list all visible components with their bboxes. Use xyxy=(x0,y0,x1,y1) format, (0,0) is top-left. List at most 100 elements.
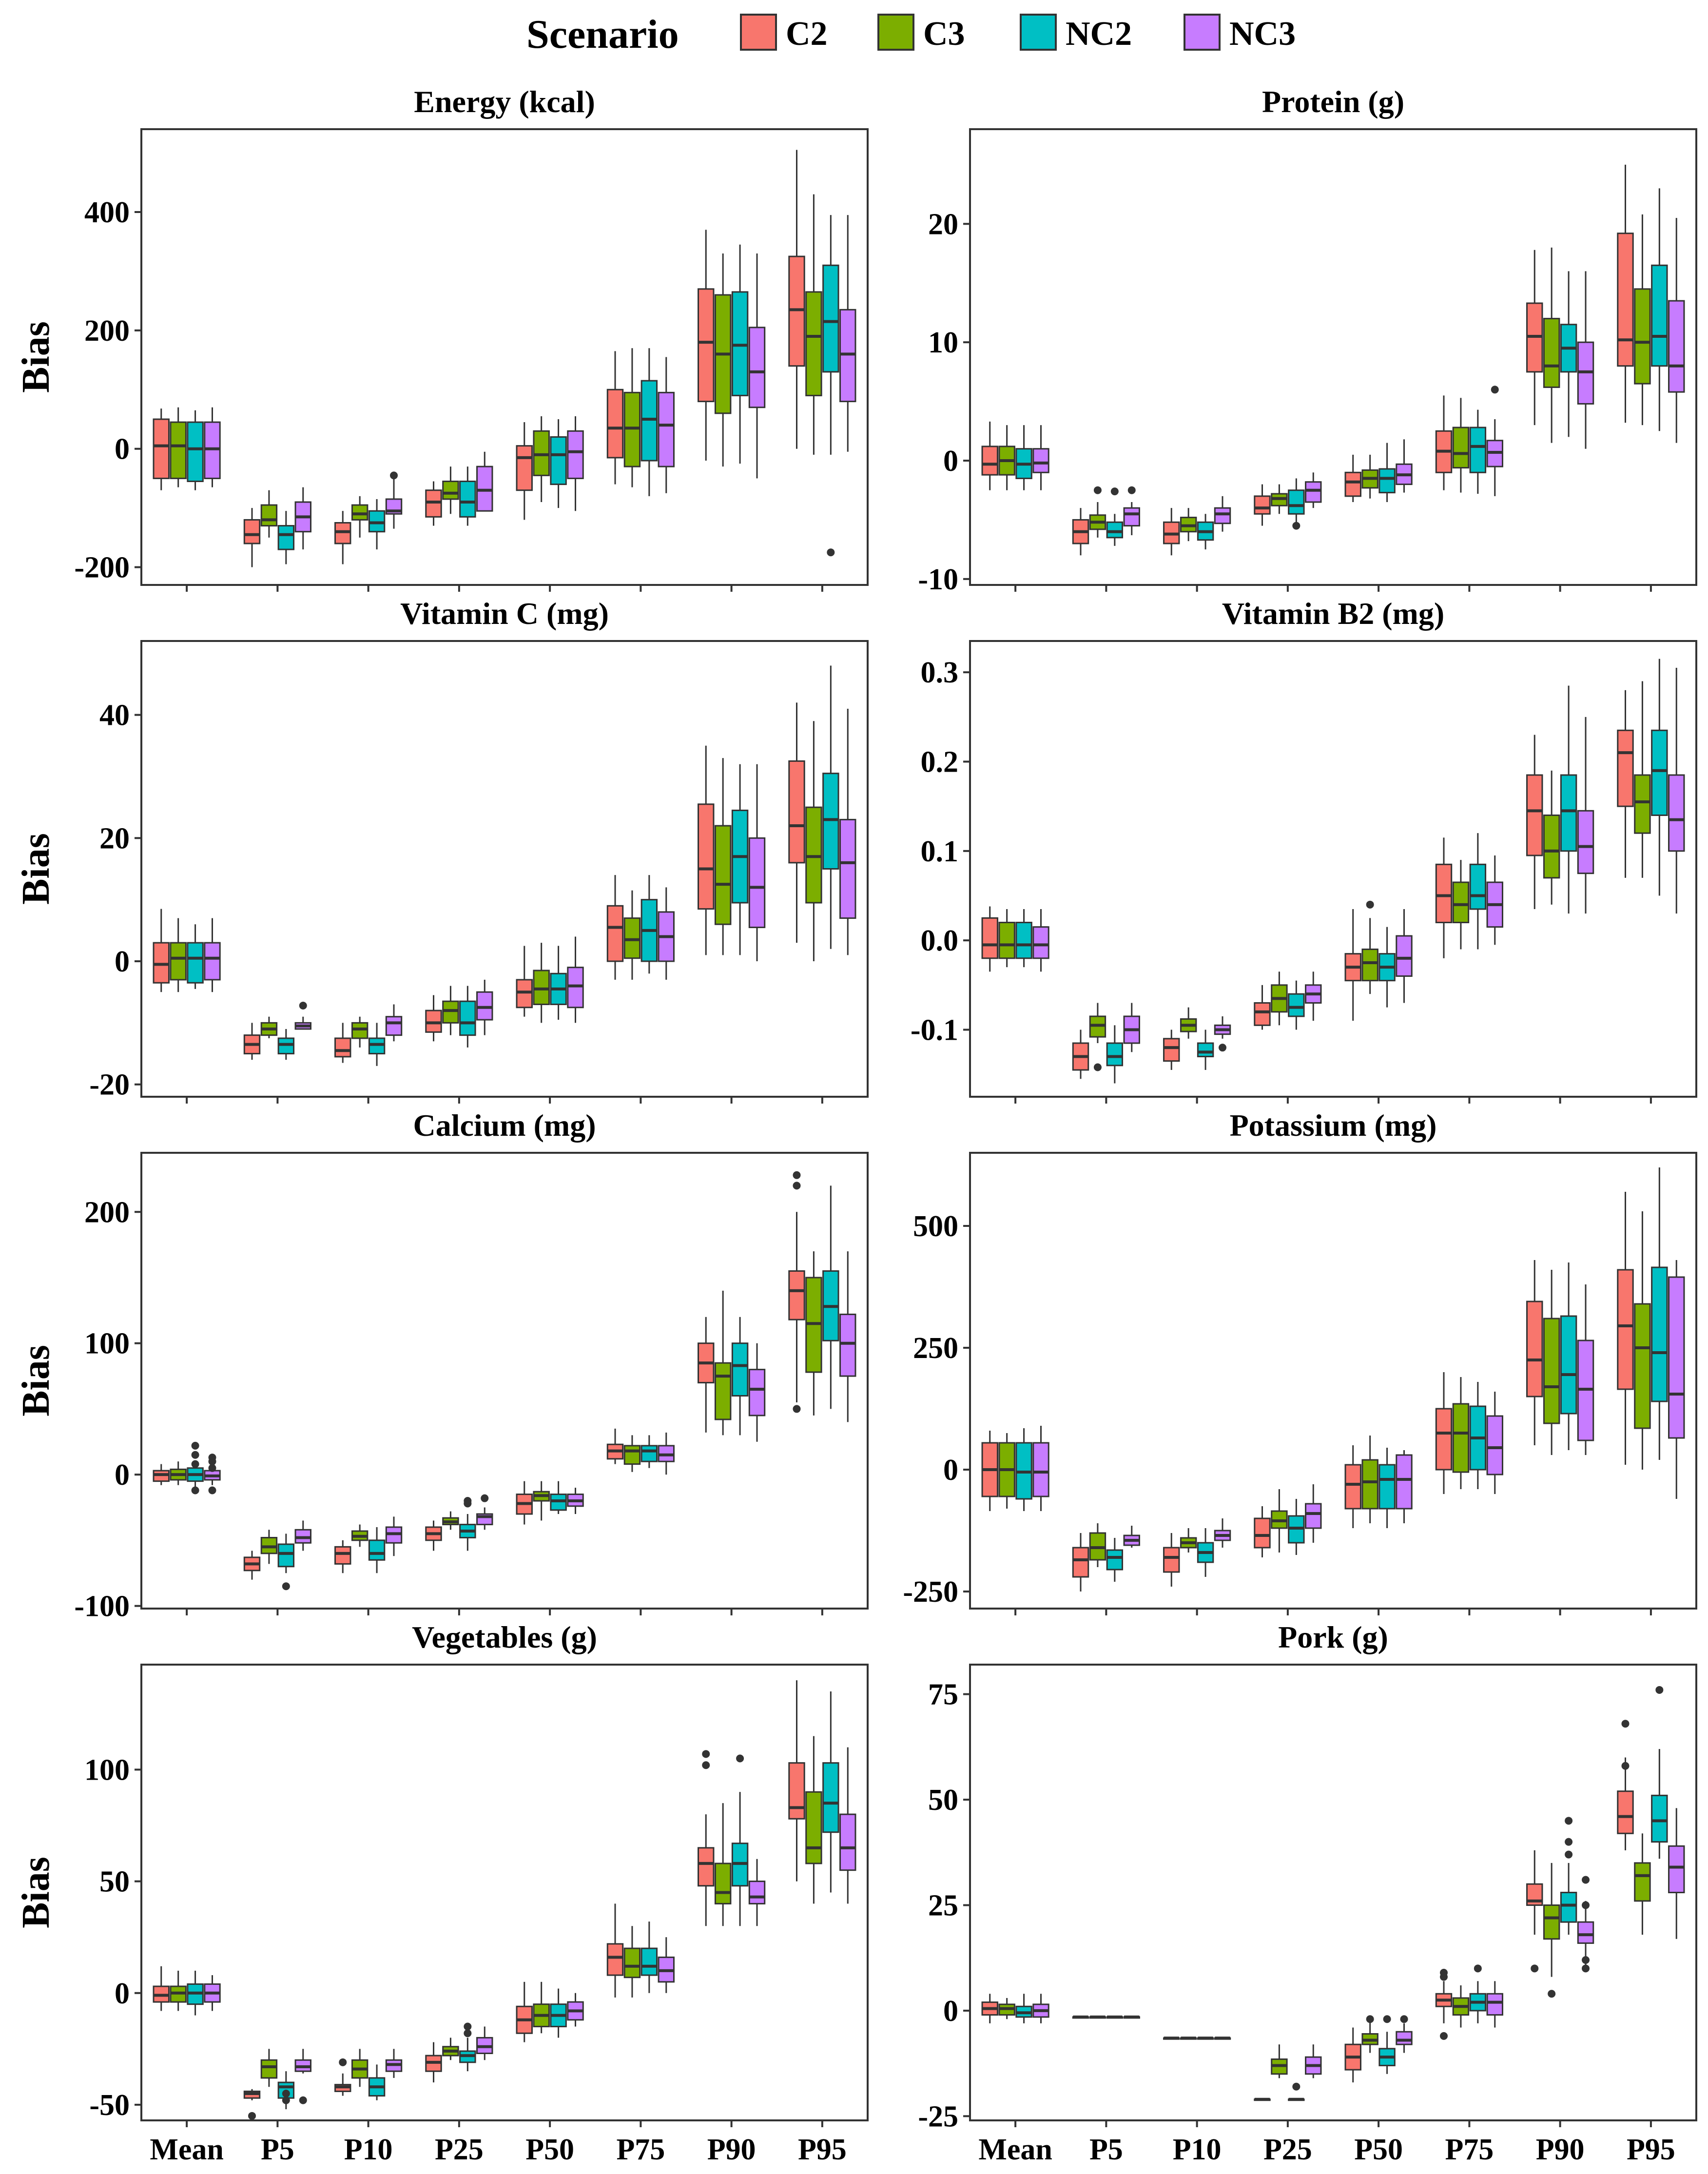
outlier-point xyxy=(208,1464,216,1472)
box xyxy=(658,391,675,467)
panel-protein-g: Protein (g) -10 0 10 20 xyxy=(918,84,1697,596)
box xyxy=(1163,1038,1180,1062)
box xyxy=(731,1342,749,1397)
box xyxy=(1668,774,1685,852)
outlier-point xyxy=(702,1761,710,1769)
y-tick-label: 0 xyxy=(115,1977,130,2010)
legend-item-nc2: NC2 xyxy=(1020,14,1132,53)
outlier-point xyxy=(1439,1968,1448,1977)
box xyxy=(822,1762,839,1833)
box xyxy=(442,1000,459,1024)
box xyxy=(334,1037,351,1058)
box xyxy=(153,942,170,984)
box xyxy=(1106,1042,1124,1067)
box xyxy=(1435,863,1453,924)
box xyxy=(1344,1464,1361,1510)
outlier-point xyxy=(1383,2015,1391,2023)
y-tick-label: -50 xyxy=(89,2089,130,2122)
x-tick-label: Mean xyxy=(978,2133,1052,2166)
panel-title: Vitamin C (mg) xyxy=(400,596,609,631)
box xyxy=(839,818,856,919)
outlier-point xyxy=(1439,2032,1448,2040)
legend-label-nc2: NC2 xyxy=(1066,15,1132,53)
panel-title: Vitamin B2 (mg) xyxy=(1222,596,1444,631)
box xyxy=(1560,774,1577,852)
outlier-point xyxy=(464,2022,472,2031)
box xyxy=(187,942,204,984)
box xyxy=(1634,1862,1651,1902)
box xyxy=(1396,2031,1413,2045)
x-tick-label: P10 xyxy=(1173,2133,1222,2166)
y-axis-label: Bias xyxy=(15,833,58,905)
y-tick-label: -25 xyxy=(918,2100,958,2133)
outlier-point xyxy=(1292,522,1300,530)
series-nc3 xyxy=(1032,1260,1685,1548)
series-c2 xyxy=(981,1192,1634,1592)
box xyxy=(1577,810,1594,874)
box xyxy=(623,391,641,467)
box xyxy=(1254,1002,1271,1026)
y-tick-label: 500 xyxy=(913,1210,958,1243)
series-c2 xyxy=(981,690,1634,1079)
box xyxy=(788,1762,805,1820)
box xyxy=(533,430,550,476)
legend-label-c2: C2 xyxy=(786,15,828,53)
legend-swatch-c3 xyxy=(877,14,914,51)
box xyxy=(748,1881,766,1904)
box xyxy=(1469,427,1487,473)
box xyxy=(1452,881,1470,923)
outlier-point xyxy=(1548,1990,1556,1998)
box xyxy=(788,1270,805,1320)
outlier-point xyxy=(464,1497,472,1505)
box xyxy=(1469,863,1487,910)
y-axis-label: Bias xyxy=(15,1857,58,1928)
box xyxy=(1288,993,1305,1017)
box xyxy=(1543,815,1560,879)
panel-title: Pork (g) xyxy=(1278,1620,1388,1654)
x-tick-label: P75 xyxy=(1445,2133,1494,2166)
y-tick-label: 0.3 xyxy=(921,656,959,689)
outlier-point xyxy=(191,1486,199,1495)
outlier-point xyxy=(282,2096,290,2104)
y-tick-label: 0 xyxy=(943,445,958,478)
box xyxy=(1668,300,1685,393)
series-nc3 xyxy=(204,1747,856,2104)
outlier-point xyxy=(299,2096,307,2104)
box xyxy=(1543,318,1560,388)
box xyxy=(1163,1547,1180,1573)
outlier-point xyxy=(1219,1044,1227,1052)
panel-title: Calcium (mg) xyxy=(413,1108,596,1143)
box xyxy=(1288,489,1305,515)
box xyxy=(839,1813,856,1871)
series-nc3 xyxy=(1032,668,1685,1052)
legend-swatch-nc2 xyxy=(1020,14,1057,51)
box xyxy=(1651,729,1668,816)
box xyxy=(788,760,805,864)
y-tick-label: 0.0 xyxy=(921,924,959,957)
box xyxy=(839,1313,856,1377)
box xyxy=(1617,1269,1634,1390)
x-tick-label: P25 xyxy=(1263,2133,1312,2166)
outlier-point xyxy=(1292,2082,1300,2091)
outlier-point xyxy=(1582,1901,1590,1909)
box xyxy=(277,1037,295,1055)
box xyxy=(822,264,839,373)
box xyxy=(1543,1318,1560,1424)
box xyxy=(623,917,641,959)
y-tick-label: 200 xyxy=(84,314,130,348)
outlier-point xyxy=(1565,1838,1573,1846)
box xyxy=(981,446,998,476)
series-c2 xyxy=(981,1720,1634,2101)
box xyxy=(1668,1845,1685,1894)
outlier-point xyxy=(208,1486,216,1495)
box xyxy=(476,466,493,512)
y-tick-label: -250 xyxy=(903,1575,958,1609)
panel-border xyxy=(140,1152,869,1610)
box xyxy=(334,522,351,544)
y-tick-label: 75 xyxy=(928,1678,958,1711)
outlier-point xyxy=(827,548,835,557)
outlier-point xyxy=(1110,487,1119,496)
panel-vitamin-c-mg: Vitamin C (mg) Bias -20 0 20 40 xyxy=(15,596,869,1104)
